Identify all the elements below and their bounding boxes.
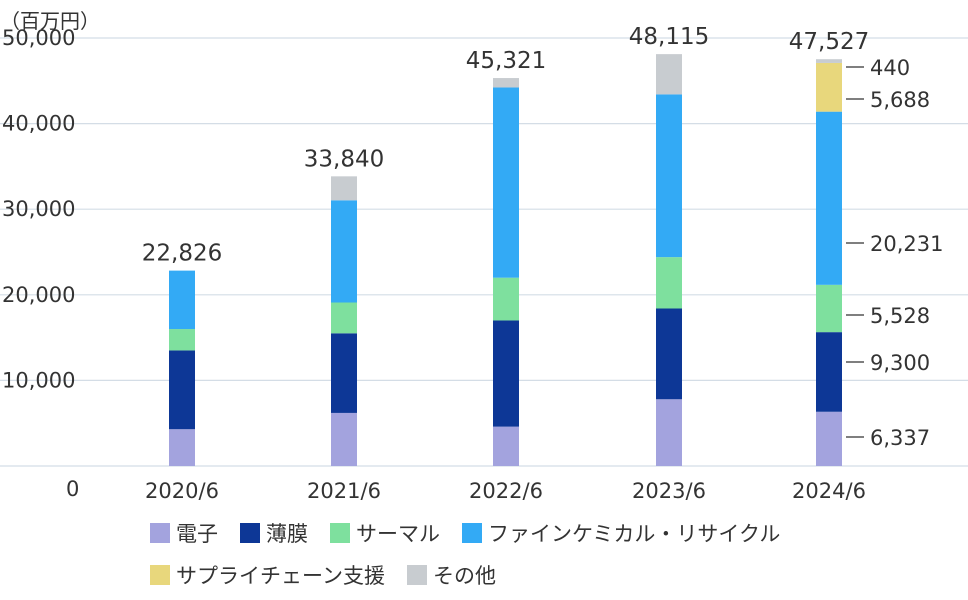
legend-label: 薄膜 [266,522,308,546]
annotation-label: 9,300 [870,351,930,375]
bar-segment [331,176,357,201]
bar-segment [656,257,682,309]
legend-item: サプライチェーン支援 [150,558,385,592]
legend-item: ファインケミカル・リサイクル [462,516,780,550]
gridlines [0,37,968,467]
annotation-label: 5,688 [870,88,930,112]
bar-segment [816,411,842,466]
bar-segment [816,62,842,112]
bar-segment [816,111,842,285]
total-label: 45,321 [466,48,546,74]
bar-segment [493,277,519,321]
legend-label: サプライチェーン支援 [176,564,385,588]
annotations-2024: 440 5,688 20,231 5,528 9,300 6,337 [846,56,943,450]
bar-segment [331,200,357,303]
bar-segment [656,54,682,95]
bar-segment [493,426,519,466]
bar-segment [816,284,842,333]
x-tick-label: 2021/6 [307,479,381,503]
legend-swatch [150,523,170,543]
bar-segment [816,59,842,63]
bars [169,54,842,466]
bar-segment [493,320,519,427]
bar-segment [331,412,357,466]
total-label: 48,115 [629,24,709,50]
legend-item: 電子 [150,516,218,550]
legend-item: サーマル [330,516,440,550]
y-tick-label: 10,000 [2,368,75,392]
annotation-label: 5,528 [870,304,930,328]
bar-segment [656,94,682,258]
x-tick-label: 2024/6 [792,479,866,503]
unit-label: （百万円） [0,9,100,33]
annotation-label: 6,337 [870,426,930,450]
y-tick-label: 40,000 [2,112,75,136]
legend-label: その他 [432,564,496,588]
x-axis-ticks: 2020/6 2021/6 2022/6 2023/6 2024/6 [145,479,866,503]
bar-segment [169,270,195,330]
bar-segment [656,399,682,466]
bar-segment [169,329,195,351]
annotation-label: 20,231 [870,232,943,256]
bar-segment [816,332,842,412]
y-tick-label: 0 [66,477,79,501]
legend-item: 薄膜 [240,516,308,550]
legend-item: その他 [406,558,496,592]
legend-label: ファインケミカル・リサイクル [488,522,781,546]
bar-segment [169,350,195,430]
total-label: 47,527 [789,29,869,55]
y-axis-ticks: 0 10,000 20,000 30,000 40,000 50,000 [2,26,79,501]
legend-swatch [330,523,350,543]
legend-swatch [150,565,170,585]
bar-segment [331,302,357,334]
total-label: 22,826 [142,241,222,267]
y-tick-label: 20,000 [2,283,75,307]
x-tick-label: 2020/6 [145,479,219,503]
annotation-label: 440 [870,56,910,80]
x-tick-label: 2023/6 [632,479,706,503]
total-label: 33,840 [304,146,384,172]
y-tick-label: 30,000 [2,197,75,221]
bar-segment [493,87,519,278]
bar-segment [493,78,519,88]
legend-swatch [406,565,427,585]
legend-label: サーマル [356,522,440,546]
legend-swatch [240,523,260,543]
total-labels: 22,826 33,840 45,321 48,115 47,527 [142,24,869,266]
legend-swatch [462,523,482,543]
legend-label: 電子 [176,522,218,546]
bar-segment [331,333,357,413]
y-tick-label: 50,000 [2,26,75,50]
x-tick-label: 2022/6 [469,479,543,503]
bar-segment [656,308,682,400]
legend: 電子 薄膜 サーマル ファインケミカル・リサイクルサプライチェーン支援 その他 [150,516,910,600]
bar-segment [169,429,195,466]
